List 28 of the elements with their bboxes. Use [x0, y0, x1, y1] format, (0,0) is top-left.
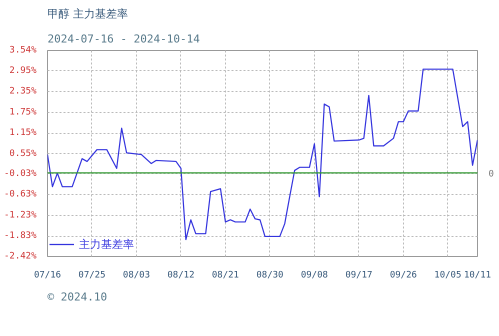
- y-tick-label: -0.63%: [4, 190, 38, 200]
- x-tick-label: 08/21: [212, 270, 239, 280]
- text: © 2024.10: [48, 290, 108, 304]
- x-tick-label: 07/25: [78, 270, 106, 280]
- chart-subtitle: 2024-07-16 - 2024-10-14: [48, 32, 200, 46]
- x-tick-label: 10/11: [464, 270, 492, 280]
- y-tick-label: 0.55%: [9, 148, 38, 159]
- y-tick-label: 1.15%: [9, 128, 38, 138]
- x-tick-label: 08/30: [256, 270, 284, 280]
- chart-title: 甲醇 主力基差率: [48, 8, 128, 20]
- y-tick-label: -1.83%: [4, 231, 38, 242]
- y-tick-label: 3.54%: [9, 46, 38, 56]
- x-tick-label: 08/03: [122, 270, 150, 280]
- x-tick-label: 07/16: [34, 270, 62, 280]
- y-tick-label: 2.35%: [9, 86, 38, 97]
- x-tick-label: 09/26: [390, 270, 417, 280]
- x-tick-label: 08/12: [167, 270, 194, 280]
- y-tick-label: 2.95%: [9, 66, 38, 76]
- y-tick-label: -2.42%: [4, 252, 38, 262]
- y-tick-label: -1.23%: [4, 210, 38, 220]
- ref-line-label: 0: [488, 169, 494, 180]
- y-tick-label: 1.75%: [9, 107, 38, 118]
- x-tick-label: 10/05: [434, 270, 462, 280]
- x-tick-label: 09/17: [345, 270, 372, 280]
- legend-label: 主力基差率: [79, 236, 134, 252]
- x-tick-label: 09/08: [300, 270, 328, 280]
- y-tick-label: -0.03%: [4, 168, 38, 179]
- line-series: [48, 68, 478, 240]
